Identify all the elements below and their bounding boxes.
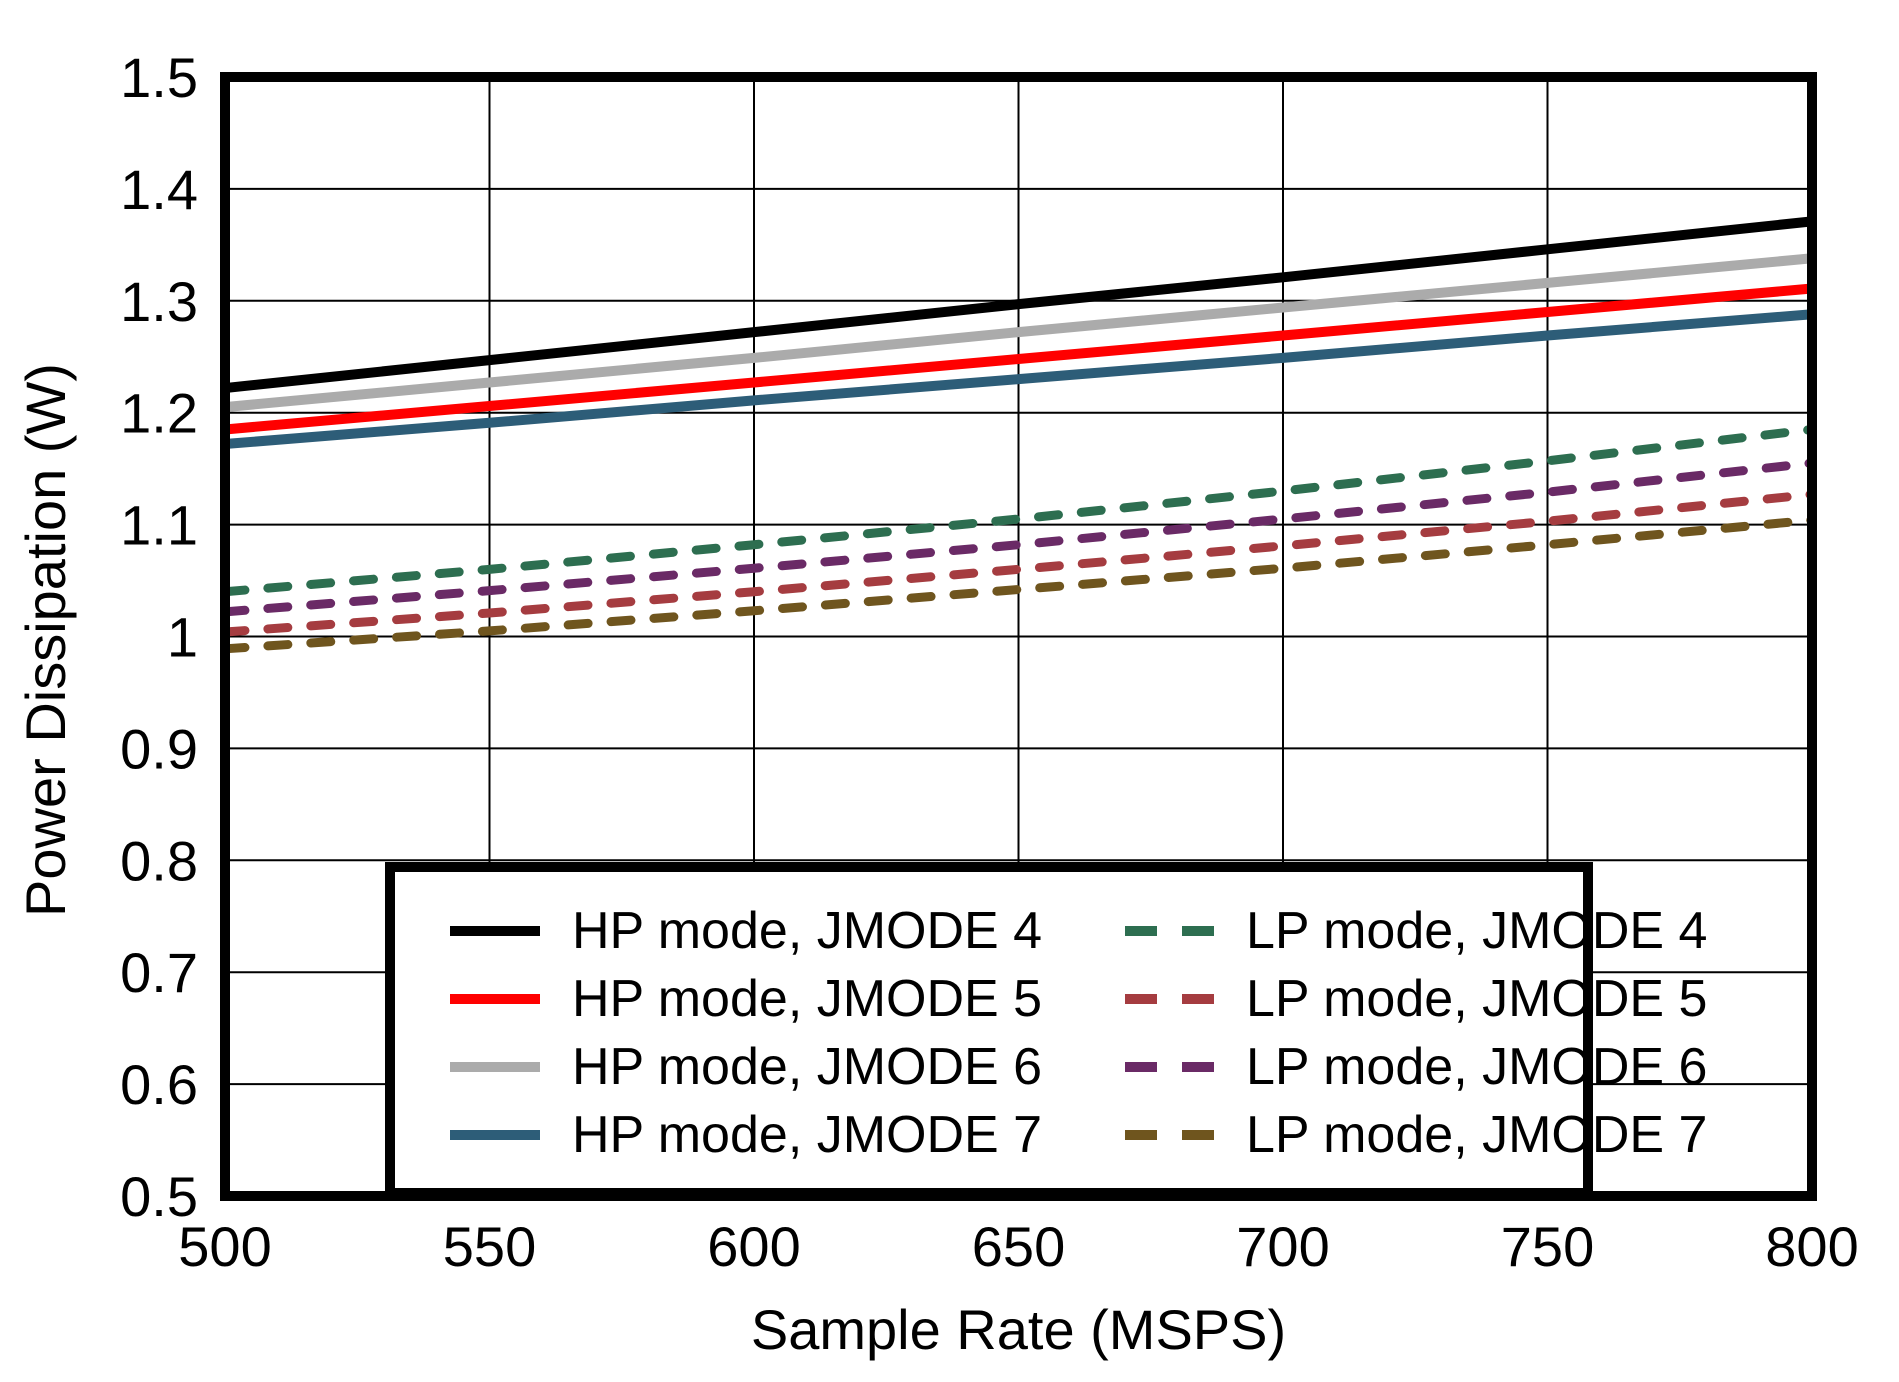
legend: HP mode, JMODE 4 HP mode, JMODE 5 HP mod…: [385, 862, 1707, 1198]
svg-text:1: 1: [167, 606, 198, 669]
legend-item-hp-jmode4: HP mode, JMODE 4: [450, 905, 1042, 957]
legend-label: LP mode, JMODE 7: [1246, 1106, 1708, 1164]
svg-text:0.5: 0.5: [120, 1165, 198, 1228]
svg-text:0.6: 0.6: [120, 1053, 198, 1116]
svg-text:1.4: 1.4: [120, 158, 198, 221]
legend-swatch-lp-jmode5: [1125, 994, 1214, 1004]
legend-item-lp-jmode6: LP mode, JMODE 6: [1125, 1041, 1707, 1093]
legend-swatch-hp-jmode5: [450, 994, 540, 1004]
legend-item-hp-jmode5: HP mode, JMODE 5: [450, 973, 1042, 1025]
legend-item-hp-jmode6: HP mode, JMODE 6: [450, 1041, 1042, 1093]
svg-text:750: 750: [1501, 1215, 1594, 1278]
legend-swatch-hp-jmode7: [450, 1130, 540, 1140]
legend-label: LP mode, JMODE 5: [1246, 970, 1708, 1028]
svg-text:600: 600: [707, 1215, 800, 1278]
svg-text:1.3: 1.3: [120, 270, 198, 333]
legend-swatch-lp-jmode6: [1125, 1062, 1214, 1072]
svg-text:0.8: 0.8: [120, 829, 198, 892]
legend-label: HP mode, JMODE 7: [572, 1106, 1043, 1164]
legend-swatch-lp-jmode7: [1125, 1130, 1214, 1140]
svg-text:0.7: 0.7: [120, 941, 198, 1004]
svg-text:700: 700: [1236, 1215, 1329, 1278]
legend-swatch-lp-jmode4: [1125, 926, 1214, 936]
svg-text:550: 550: [443, 1215, 536, 1278]
svg-text:500: 500: [178, 1215, 271, 1278]
svg-text:1.5: 1.5: [120, 46, 198, 109]
svg-text:1.1: 1.1: [120, 494, 198, 557]
svg-text:800: 800: [1765, 1215, 1858, 1278]
x-axis-title: Sample Rate (MSPS): [750, 1298, 1287, 1361]
legend-swatch-hp-jmode4: [450, 926, 540, 936]
legend-item-hp-jmode7: HP mode, JMODE 7: [450, 1109, 1042, 1161]
svg-text:1.2: 1.2: [120, 382, 198, 445]
legend-label: LP mode, JMODE 4: [1246, 902, 1708, 960]
y-axis-title: Power Dissipation (W): [14, 363, 77, 917]
legend-label: HP mode, JMODE 6: [572, 1038, 1043, 1096]
legend-item-lp-jmode4: LP mode, JMODE 4: [1125, 905, 1707, 957]
legend-item-lp-jmode5: LP mode, JMODE 5: [1125, 973, 1707, 1025]
legend-label: LP mode, JMODE 6: [1246, 1038, 1708, 1096]
svg-text:0.9: 0.9: [120, 717, 198, 780]
legend-label: HP mode, JMODE 4: [572, 902, 1043, 960]
svg-text:650: 650: [972, 1215, 1065, 1278]
legend-label: HP mode, JMODE 5: [572, 970, 1043, 1028]
legend-item-lp-jmode7: LP mode, JMODE 7: [1125, 1109, 1707, 1161]
legend-swatch-hp-jmode6: [450, 1062, 540, 1072]
